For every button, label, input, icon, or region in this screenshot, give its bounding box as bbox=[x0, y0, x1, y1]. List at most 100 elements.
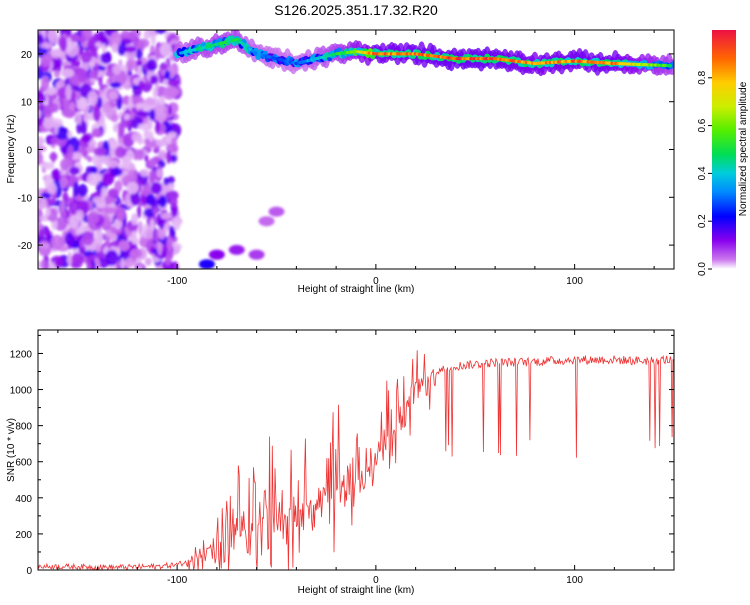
spectrogram-cell bbox=[53, 121, 59, 135]
spectrogram-cell bbox=[164, 70, 171, 79]
spectrogram-cell bbox=[38, 136, 45, 145]
spectrogram-cell bbox=[92, 105, 101, 122]
spectrogram-cell bbox=[149, 109, 156, 121]
spectrogram-cell bbox=[38, 223, 44, 231]
spectrogram-cell bbox=[136, 205, 142, 219]
spectrogram-cell bbox=[60, 68, 75, 78]
spectrogram-cell bbox=[40, 53, 52, 67]
spectrogram-cell bbox=[38, 145, 47, 153]
spectrogram-cell bbox=[258, 216, 275, 227]
spectrogram-cell bbox=[140, 40, 145, 52]
spectrogram-cell bbox=[104, 195, 113, 205]
spectrogram-ylabel: Frequency (Hz) bbox=[6, 115, 17, 184]
colorbar-tick-label: 0.6 bbox=[697, 118, 708, 132]
spectrogram-cell bbox=[85, 166, 93, 175]
spectrogram-ytick-label: 20 bbox=[21, 50, 33, 61]
spectrogram-cell bbox=[143, 208, 155, 218]
spectrogram-cell bbox=[67, 144, 74, 161]
spectrogram-cell bbox=[130, 190, 141, 206]
spectrogram-cell bbox=[40, 259, 48, 269]
spectrogram-xtick-label: 100 bbox=[566, 276, 583, 287]
spectrogram-cell bbox=[103, 207, 118, 214]
snr-xtick-label: -100 bbox=[167, 575, 187, 586]
spectrogram-cell bbox=[158, 96, 165, 105]
spectrogram-cell bbox=[167, 78, 180, 87]
colorbar-tick-label: 0.0 bbox=[697, 262, 708, 276]
spectrogram-cell bbox=[87, 36, 100, 52]
spectrogram-cell bbox=[118, 240, 130, 252]
spectrogram-cell bbox=[92, 196, 105, 204]
spectrogram-cell bbox=[158, 218, 165, 230]
spectrogram-cell bbox=[105, 160, 119, 168]
figure-title: S126.2025.351.17.32.R20 bbox=[274, 2, 438, 18]
spectrogram-cell bbox=[66, 37, 72, 54]
spectrogram-cell bbox=[123, 45, 137, 53]
colorbar-tick-label: 0.4 bbox=[697, 166, 708, 180]
spectrogram-cell bbox=[62, 192, 69, 202]
spectrogram-cell bbox=[68, 166, 80, 175]
spectrogram-cell bbox=[94, 62, 99, 78]
spectrogram-cell bbox=[41, 75, 50, 91]
spectrogram-cell bbox=[55, 57, 63, 68]
spectrogram-cell bbox=[137, 135, 143, 145]
spectrogram-cell bbox=[70, 252, 84, 269]
spectrogram-cell bbox=[173, 218, 181, 231]
spectrogram-cell bbox=[42, 104, 53, 118]
snr-series-line bbox=[38, 350, 674, 570]
spectrogram-cell bbox=[135, 48, 143, 60]
spectrogram-cell bbox=[108, 76, 114, 83]
snr-ytick-label: 600 bbox=[15, 458, 32, 469]
spectrogram-cell bbox=[268, 206, 285, 217]
spectrogram-cell bbox=[135, 102, 148, 109]
spectrogram-cell bbox=[152, 86, 158, 99]
spectrogram-cell bbox=[74, 111, 82, 125]
spectrogram-cell bbox=[38, 260, 43, 269]
spectrogram-cell bbox=[139, 168, 150, 177]
spectrogram-cell bbox=[159, 42, 172, 58]
spectrogram-cell bbox=[109, 81, 122, 89]
spectrogram-cell bbox=[248, 249, 265, 260]
spectrogram-cell bbox=[87, 90, 98, 106]
spectrogram-cell bbox=[38, 92, 47, 105]
spectrogram-cell bbox=[53, 70, 61, 78]
spectrogram-cell bbox=[98, 75, 103, 87]
spectrogram-cell bbox=[67, 251, 72, 267]
spectrogram-cell bbox=[50, 48, 64, 57]
spectrogram-cell bbox=[94, 229, 104, 245]
spectrogram-cell bbox=[113, 218, 123, 230]
spectrogram-cell bbox=[40, 161, 55, 170]
spectrogram-cell bbox=[88, 70, 97, 79]
snr-ytick-label: 1000 bbox=[10, 386, 33, 397]
spectrogram-cell bbox=[108, 90, 118, 101]
spectrogram-cell bbox=[166, 190, 179, 201]
spectrogram-cell bbox=[148, 130, 154, 143]
spectrogram-cell bbox=[154, 30, 167, 34]
spectrogram-cell bbox=[105, 249, 119, 266]
spectrogram-cell bbox=[67, 130, 73, 139]
spectrogram-cell bbox=[48, 261, 56, 269]
spectrogram-cell bbox=[149, 157, 156, 167]
spectrogram-cell bbox=[38, 149, 42, 165]
spectrogram-cell bbox=[152, 207, 159, 215]
spectrogram-cell bbox=[93, 147, 107, 157]
spectrogram-cell bbox=[149, 75, 159, 85]
spectrogram-cell bbox=[150, 182, 163, 195]
spectrogram-cell bbox=[155, 139, 169, 147]
spectrogram-cell bbox=[150, 34, 156, 45]
snr-axes-frame bbox=[37, 329, 675, 571]
spectrogram-cell bbox=[158, 226, 166, 240]
spectrogram-cell bbox=[48, 30, 58, 45]
spectrogram-cell bbox=[38, 242, 51, 250]
spectrogram-cell bbox=[137, 220, 143, 235]
spectrogram-cell bbox=[168, 131, 177, 139]
snr-ytick-label: 200 bbox=[15, 530, 32, 541]
spectrogram-cell bbox=[130, 213, 139, 226]
spectrogram-cell bbox=[169, 154, 178, 163]
spectrogram-cell bbox=[100, 52, 112, 64]
spectrogram-cell bbox=[120, 258, 125, 269]
spectrogram-cell bbox=[59, 210, 67, 219]
spectrogram-cell bbox=[111, 43, 119, 53]
spectrogram-cell bbox=[51, 168, 61, 182]
